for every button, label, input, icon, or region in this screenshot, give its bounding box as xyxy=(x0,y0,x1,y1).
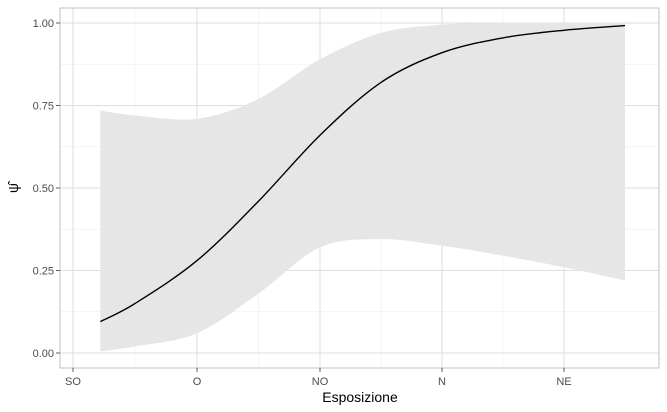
x-tick-label: NO xyxy=(312,376,329,388)
x-axis-title: Esposizione xyxy=(322,389,398,405)
y-tick-label: 0.50 xyxy=(33,183,54,195)
x-axis-ticks: SO O NO N NE xyxy=(65,368,572,388)
x-tick-label: NE xyxy=(556,376,571,388)
confidence-band xyxy=(100,22,626,352)
y-axis-title: ψ̂ xyxy=(5,180,21,193)
x-tick-label: O xyxy=(193,376,202,388)
y-axis-ticks: 0.00 0.25 0.50 0.75 1.00 xyxy=(33,18,60,360)
y-tick-label: 0.75 xyxy=(33,101,54,113)
y-tick-label: 1.00 xyxy=(33,18,54,30)
y-tick-label: 0.00 xyxy=(33,348,54,360)
y-tick-label: 0.25 xyxy=(33,266,54,278)
fitted-curve xyxy=(99,24,626,323)
x-tick-label: N xyxy=(438,376,446,388)
x-tick-label: SO xyxy=(65,376,81,388)
